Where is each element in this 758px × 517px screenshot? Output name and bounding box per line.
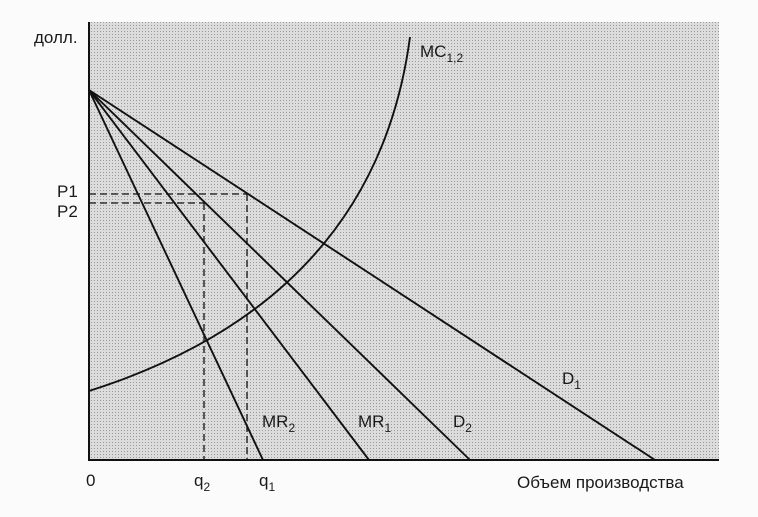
- price-p1-label: P1: [57, 182, 78, 201]
- marginal-revenue-mr2-label: MR2: [262, 412, 295, 435]
- demand-curve-d2: [88, 89, 471, 461]
- marginal-revenue-mr1: [88, 89, 370, 461]
- quantity-q1-label: q1: [259, 471, 275, 494]
- marginal-cost-label: MC1,2: [420, 42, 463, 65]
- x-axis-label: Объем производства: [517, 473, 684, 492]
- price-p2-label: P2: [57, 202, 78, 221]
- demand-curve-d1: [88, 89, 656, 461]
- y-axis-label: долл.: [34, 28, 78, 47]
- plot-area: [89, 22, 719, 460]
- demand-d1-label: D1: [562, 369, 581, 392]
- marginal-revenue-mr2: [88, 89, 264, 461]
- marginal-revenue-mr1-label: MR1: [358, 412, 391, 435]
- quantity-q2-label: q2: [194, 471, 210, 494]
- marginal-cost-curve: [88, 36, 411, 392]
- origin-label: 0: [86, 471, 95, 490]
- demand-d2-label: D2: [453, 412, 472, 435]
